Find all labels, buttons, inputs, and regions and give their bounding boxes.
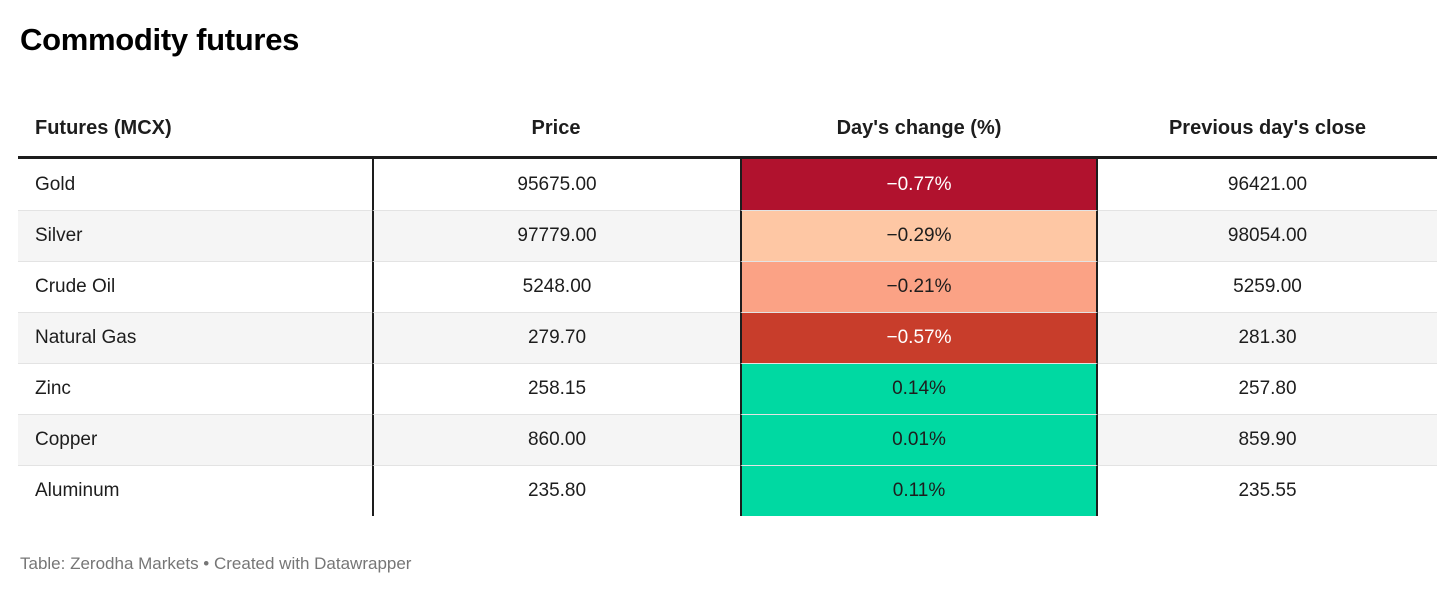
previous-close-cell: 235.55 xyxy=(1098,465,1437,516)
table-row: Natural Gas 279.70 −0.57% 281.30 xyxy=(18,312,1437,363)
price-cell: 95675.00 xyxy=(372,159,740,210)
previous-close-cell: 257.80 xyxy=(1098,363,1437,414)
table-row: Aluminum 235.80 0.11% 235.55 xyxy=(18,465,1437,516)
price-cell: 5248.00 xyxy=(372,261,740,312)
price-cell: 235.80 xyxy=(372,465,740,516)
price-cell: 97779.00 xyxy=(372,210,740,261)
column-header-change: Day's change (%) xyxy=(836,116,1002,139)
futures-name-cell: Silver xyxy=(18,210,372,261)
days-change-cell: 0.01% xyxy=(740,414,1098,465)
table-row: Crude Oil 5248.00 −0.21% 5259.00 xyxy=(18,261,1437,312)
page-title: Commodity futures xyxy=(20,22,300,57)
price-cell: 860.00 xyxy=(372,414,740,465)
previous-close-cell: 98054.00 xyxy=(1098,210,1437,261)
column-header-price: Price xyxy=(531,116,581,139)
column-header-prev-close: Previous day's close xyxy=(1168,116,1367,139)
futures-name-cell: Gold xyxy=(35,173,76,195)
table-row: Gold 95675.00 −0.77% 96421.00 xyxy=(18,159,1437,210)
days-change-cell: −0.21% xyxy=(740,261,1098,312)
futures-name-cell: Crude Oil xyxy=(18,261,372,312)
table-header-row: Futures (MCX) Price Day's change (%) Pre… xyxy=(18,100,1437,159)
table-row: Silver 97779.00 −0.29% 98054.00 xyxy=(18,210,1437,261)
previous-close-cell: 5259.00 xyxy=(1098,261,1437,312)
previous-close-cell: 96421.00 xyxy=(1227,173,1308,195)
futures-name-cell: Aluminum xyxy=(18,465,372,516)
days-change-cell: −0.29% xyxy=(740,210,1098,261)
table-row: Zinc 258.15 0.14% 257.80 xyxy=(18,363,1437,414)
previous-close-cell: 859.90 xyxy=(1098,414,1437,465)
previous-close-cell: 281.30 xyxy=(1098,312,1437,363)
futures-name-cell: Natural Gas xyxy=(18,312,372,363)
table-source-note: Table: Zerodha Markets • Created with Da… xyxy=(20,554,412,573)
days-change-cell: −0.77% xyxy=(740,159,1098,210)
futures-name-cell: Zinc xyxy=(18,363,372,414)
price-cell: 279.70 xyxy=(372,312,740,363)
price-cell: 258.15 xyxy=(372,363,740,414)
days-change-cell: 0.11% xyxy=(740,465,1098,516)
table-body: Gold 95675.00 −0.77% 96421.00 Silver 97779.00… xyxy=(18,159,1437,516)
futures-table: Futures (MCX) Price Day's change (%) Pre… xyxy=(18,100,1437,516)
futures-name-cell: Copper xyxy=(18,414,372,465)
days-change-cell: −0.57% xyxy=(740,312,1098,363)
days-change-cell: 0.14% xyxy=(740,363,1098,414)
column-header-futures: Futures (MCX) xyxy=(35,116,172,139)
table-row: Copper 860.00 0.01% 859.90 xyxy=(18,414,1437,465)
